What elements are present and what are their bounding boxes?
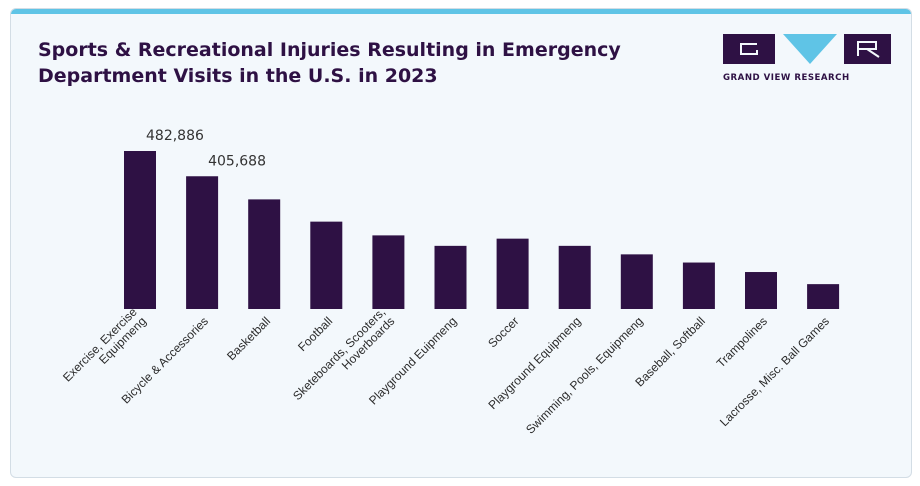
bar-5	[434, 245, 467, 309]
category-label-2: Basketball	[224, 314, 273, 363]
category-label-line: Basketball	[224, 314, 273, 363]
category-label-8: Swimming, Pools, Equipmeng	[523, 314, 646, 437]
bar-9	[682, 262, 715, 309]
logo-text: GRAND VIEW RESEARCH	[723, 73, 850, 83]
accent-bar	[11, 9, 911, 14]
category-label-line: Lacrosse, Misc. Ball Games	[717, 314, 832, 429]
category-label-11: Lacrosse, Misc. Ball Games	[717, 314, 832, 429]
bar-11	[807, 284, 840, 309]
bar-10	[745, 272, 777, 309]
category-label-line: Soccer	[485, 314, 521, 350]
data-label-0: 482,886	[146, 128, 204, 144]
bar-7	[558, 245, 591, 309]
chart-title: Sports & Recreational Injuries Resulting…	[38, 39, 621, 87]
bar-1	[186, 176, 219, 309]
bar-8	[620, 254, 653, 309]
bar-4	[372, 235, 405, 309]
bar-0	[124, 151, 156, 309]
chart-card: Sports & Recreational Injuries Resulting…	[10, 8, 912, 478]
category-label-10: Trampolines	[714, 314, 770, 370]
bar-2	[248, 199, 281, 309]
bar-3	[310, 221, 343, 309]
grand-view-research-logo	[723, 34, 891, 64]
category-label-3: Football	[295, 314, 335, 354]
category-label-6: Soccer	[485, 314, 521, 350]
category-label-line: Trampolines	[714, 314, 770, 370]
category-label-line: Football	[295, 314, 335, 354]
data-label-1: 405,688	[208, 153, 266, 169]
category-label-line: Swimming, Pools, Equipmeng	[523, 314, 646, 437]
bar-6	[496, 238, 529, 309]
